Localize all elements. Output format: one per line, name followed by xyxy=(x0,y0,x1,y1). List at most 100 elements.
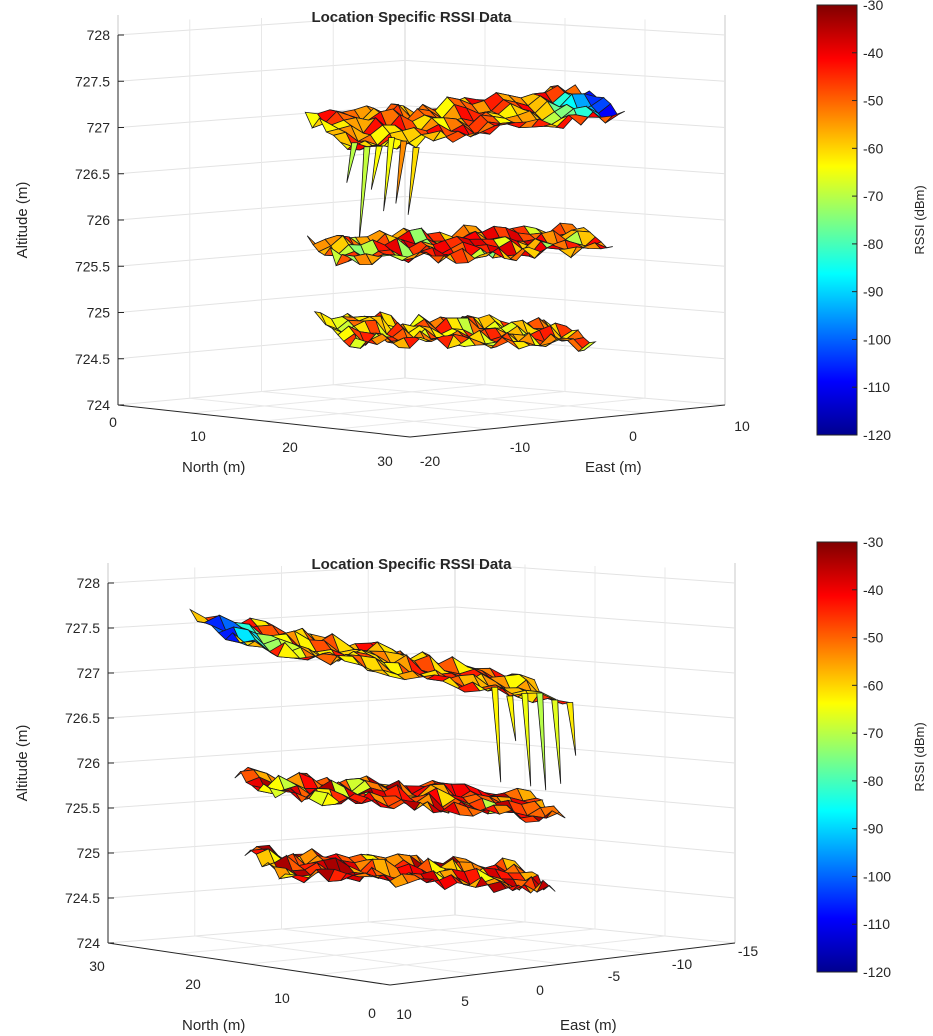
north-axis-line xyxy=(107,942,391,986)
chart-panel-2: 728 727.5 727 726.5 726 725.5 725 724.5 724 30 20 1… xyxy=(14,534,927,1034)
east-tick-label: 10 xyxy=(396,1006,412,1022)
colorbar-tick-label: -50 xyxy=(863,630,883,646)
north-tick-label: 20 xyxy=(282,439,298,455)
east-axis-line xyxy=(389,942,736,986)
floor-gridline xyxy=(319,935,666,975)
surface-spike xyxy=(521,692,532,787)
east-axis-label: East (m) xyxy=(560,1017,617,1034)
colorbar-tick-label: -30 xyxy=(863,0,883,13)
z-tick-label: 724 xyxy=(77,935,101,951)
colorbar-tick-label: -70 xyxy=(863,188,883,204)
north-tick-label: 30 xyxy=(377,453,393,469)
colorbar-tick-label: -80 xyxy=(863,236,883,252)
z-tick-label: 725.5 xyxy=(75,258,110,274)
colorbar-tick-label: -120 xyxy=(863,427,891,443)
surface-spike xyxy=(566,702,577,756)
colorbar-tick-label: -120 xyxy=(863,964,891,980)
rssi-surface-altitude-725.7 xyxy=(234,766,566,823)
surface-facet xyxy=(578,341,597,352)
surface-facet xyxy=(545,810,566,819)
north-tick-label: 20 xyxy=(185,976,201,992)
floor-gridline xyxy=(261,391,568,422)
north-axis-label: North (m) xyxy=(182,1017,245,1034)
z-tick-label: 727.5 xyxy=(75,73,110,89)
surface-spike xyxy=(506,695,517,742)
altitude-axis-label: Altitude (m) xyxy=(14,182,31,259)
surface-spike xyxy=(358,146,371,243)
rssi-surface-altitude-725.8 xyxy=(306,222,613,267)
colorbar-tick-label: -40 xyxy=(863,582,883,598)
east-tick-label: -20 xyxy=(420,453,440,469)
surface-spike xyxy=(346,142,359,183)
floor-gridline xyxy=(336,397,646,430)
surface-spike xyxy=(491,686,502,783)
z-tick-label: 724.5 xyxy=(75,351,110,367)
chart-title: Location Specific RSSI Data xyxy=(311,9,512,26)
colorbar-tick-label: -100 xyxy=(863,868,891,884)
surface-facet xyxy=(605,110,625,124)
colorbar-tick-label: -40 xyxy=(863,45,883,61)
north-tick-label: 0 xyxy=(109,414,117,430)
colorbar-tick-label: -90 xyxy=(863,284,883,300)
surface-spike xyxy=(536,692,547,791)
east-tick-label: 10 xyxy=(734,418,750,434)
colorbar-tick-label: -90 xyxy=(863,821,883,837)
colorbar-label: RSSI (dBm) xyxy=(912,185,927,254)
north-tick-label: 0 xyxy=(368,1005,376,1021)
north-tick-label: 10 xyxy=(190,428,206,444)
east-tick-label: 0 xyxy=(536,982,544,998)
surface-facet xyxy=(594,242,613,250)
chart-panel-1: 728727.5727726.5726725.5725724.572401020… xyxy=(14,0,927,476)
z-tick-label: 726.5 xyxy=(65,710,100,726)
rssi-surface-altitude-727.3 xyxy=(304,84,625,243)
colorbar-tick-label: -100 xyxy=(863,331,891,347)
z-tick-label: 725.5 xyxy=(65,800,100,816)
floor-gridline xyxy=(368,921,649,954)
surface-spike xyxy=(551,699,562,784)
colorbar-gradient xyxy=(816,4,858,436)
chart-title: Location Specific RSSI Data xyxy=(311,556,512,573)
east-tick-label: -10 xyxy=(510,439,530,455)
surface-spike xyxy=(395,140,408,204)
z-tick-label: 725 xyxy=(87,305,111,321)
z-tick-label: 724.5 xyxy=(65,890,100,906)
colorbar-tick-label: -80 xyxy=(863,773,883,789)
floor-gridline xyxy=(333,384,647,414)
colorbar-tick-label: -30 xyxy=(863,534,883,550)
colorbar-tick-label: -60 xyxy=(863,677,883,693)
z-tick-label: 726 xyxy=(87,212,111,228)
north-axis-label: North (m) xyxy=(182,459,245,476)
z-tick-label: 728 xyxy=(77,575,101,591)
colorbar-tick-label: -110 xyxy=(863,916,890,932)
east-tick-label: 5 xyxy=(461,993,469,1009)
north-axis-line xyxy=(117,404,411,438)
rssi-surface-altitude-724.8 xyxy=(313,311,597,352)
z-tick-label: 726.5 xyxy=(75,166,110,182)
east-axis-line xyxy=(409,404,726,438)
east-tick-label: -5 xyxy=(608,968,621,984)
z-tick-label: 727.5 xyxy=(65,620,100,636)
rssi-surface-altitude-727.2 xyxy=(189,608,577,791)
surface-facet xyxy=(536,879,556,893)
rssi-surface-altitude-724.8 xyxy=(244,844,556,894)
colorbar: -30 -40 -50 -60 -70 -80 -90 -100 -110 -120 RSSI (d… xyxy=(816,0,927,443)
z-tick-label: 727 xyxy=(77,665,101,681)
altitude-axis-label: Altitude (m) xyxy=(14,725,31,802)
north-tick-label: 30 xyxy=(89,958,105,974)
z-tick-label: 727 xyxy=(87,120,111,136)
colorbar-gradient xyxy=(816,541,858,973)
z-tick-label: 728 xyxy=(87,27,111,43)
colorbar: -30 -40 -50 -60 -70 -80 -90 -100 -110 -120 RSSI (d… xyxy=(816,534,927,980)
colorbar-tick-label: -60 xyxy=(863,140,883,156)
east-tick-label: 0 xyxy=(629,428,637,444)
z-tick-label: 726 xyxy=(77,755,101,771)
colorbar-tick-label: -110 xyxy=(863,379,890,395)
z-tick-label: 724 xyxy=(87,397,111,413)
east-axis-label: East (m) xyxy=(585,459,642,476)
surface-spike xyxy=(407,147,420,215)
east-tick-label: -10 xyxy=(672,956,692,972)
east-tick-label: -15 xyxy=(738,943,758,959)
z-tick-label: 725 xyxy=(77,845,101,861)
colorbar-label: RSSI (dBm) xyxy=(912,722,927,791)
